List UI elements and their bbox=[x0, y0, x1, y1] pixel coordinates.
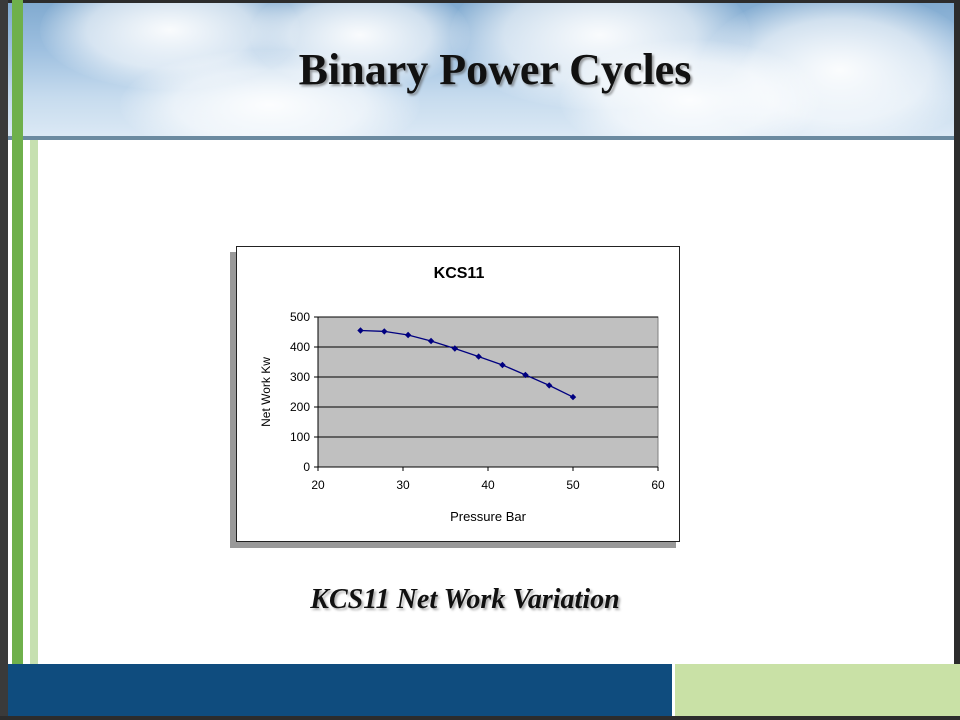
data-point-marker bbox=[357, 327, 364, 334]
y-tick-label: 0 bbox=[303, 460, 310, 474]
x-tick-label: 60 bbox=[651, 478, 665, 492]
x-tick-label: 40 bbox=[481, 478, 495, 492]
chart-container: KCS11 0 100 200 300 400 500 20 30 40 50 60 Net Wo… bbox=[236, 246, 680, 542]
x-tick-label: 20 bbox=[311, 478, 325, 492]
y-tick-label: 200 bbox=[290, 400, 310, 414]
x-tick-label: 50 bbox=[566, 478, 580, 492]
frame-top bbox=[0, 0, 960, 3]
frame-bottom bbox=[0, 716, 960, 720]
y-tick-label: 400 bbox=[290, 340, 310, 354]
series-line bbox=[360, 329, 574, 398]
data-point-marker bbox=[522, 371, 529, 379]
series-net-work bbox=[357, 327, 577, 401]
footer-green-bar bbox=[672, 664, 960, 720]
chart-title: KCS11 bbox=[434, 265, 485, 282]
data-point-marker bbox=[381, 328, 388, 335]
y-tick-label: 500 bbox=[290, 310, 310, 324]
data-point-marker bbox=[475, 353, 482, 360]
slide-title: Binary Power Cycles bbox=[298, 45, 692, 94]
data-point-marker bbox=[427, 337, 435, 345]
plot-area bbox=[317, 316, 659, 468]
x-tick-label: 30 bbox=[396, 478, 410, 492]
frame-green-stripe bbox=[12, 0, 23, 664]
frame-right bbox=[954, 0, 960, 720]
footer-blue-bar bbox=[8, 664, 672, 720]
data-point-marker bbox=[404, 331, 412, 339]
y-axis-ticks: 0 100 200 300 400 500 bbox=[290, 310, 319, 474]
slide-caption: KCS11 Net Work Variation bbox=[310, 584, 620, 615]
frame-light-green-stripe bbox=[30, 140, 38, 664]
data-point-marker bbox=[499, 361, 506, 369]
x-axis-ticks: 20 30 40 50 60 bbox=[311, 466, 665, 492]
frame-left bbox=[0, 0, 8, 720]
chart-svg: KCS11 0 100 200 300 400 500 20 30 40 50 60 Net Wo… bbox=[259, 265, 665, 524]
header-divider bbox=[0, 136, 960, 140]
y-axis-label: Net Work Kw bbox=[259, 357, 273, 427]
gridlines bbox=[318, 316, 658, 438]
data-point-marker bbox=[569, 393, 577, 401]
y-tick-label: 300 bbox=[290, 370, 310, 384]
data-point-marker bbox=[451, 345, 459, 352]
header-sky-banner bbox=[0, 0, 960, 138]
x-axis-label: Pressure Bar bbox=[450, 509, 527, 524]
y-tick-label: 100 bbox=[290, 430, 310, 444]
